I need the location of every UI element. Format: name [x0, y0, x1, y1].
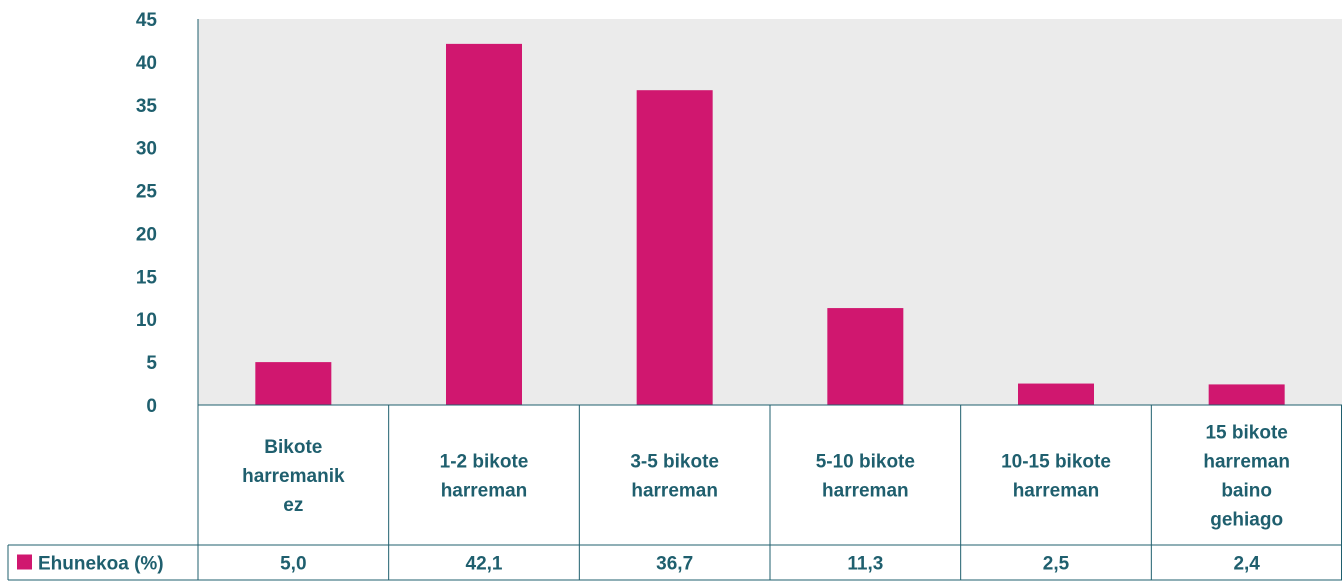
legend-label: Ehunekoa (%) — [38, 554, 164, 575]
y-tick-0: 0 — [146, 396, 157, 417]
bar-1 — [446, 43, 522, 406]
table-value-4: 2,5 — [1043, 554, 1070, 575]
category-label-0: Bikote harremanik ez — [242, 437, 345, 516]
plot-background — [198, 19, 1342, 405]
bars-group — [255, 43, 1285, 406]
bar-3 — [827, 308, 904, 405]
y-tick-15: 15 — [136, 267, 158, 288]
bar-2 — [636, 90, 713, 405]
table-value-1: 42,1 — [466, 554, 503, 575]
y-tick-40: 40 — [136, 53, 157, 74]
category-label-1: 1-2 bikote harreman — [440, 452, 529, 502]
bar-5 — [1208, 384, 1285, 405]
legend-swatch — [17, 554, 32, 570]
category-label-2: 3-5 bikote harreman — [630, 452, 719, 502]
table-value-3: 11,3 — [847, 554, 883, 575]
bar-0 — [255, 362, 332, 405]
data-table: Ehunekoa (%) 5,0 42,1 36,7 11,3 2,5 2,4 — [17, 554, 1260, 575]
y-axis-ticks: 0 5 10 15 20 25 30 35 40 45 — [136, 10, 158, 417]
y-tick-20: 20 — [136, 224, 157, 245]
category-labels: Bikote harremanik ez 1-2 bikote harreman 3-5 … — [242, 423, 1290, 531]
y-tick-35: 35 — [136, 96, 158, 117]
category-label-3: 5-10 bikote harreman — [816, 452, 915, 502]
table-value-0: 5,0 — [280, 554, 306, 575]
bar-4 — [1018, 383, 1094, 405]
category-label-5: 15 bikote harreman baino gehiago — [1203, 423, 1290, 531]
category-label-4: 10-15 bikote harreman — [1001, 452, 1111, 502]
table-value-5: 2,4 — [1233, 554, 1260, 575]
y-tick-10: 10 — [136, 310, 157, 331]
y-tick-45: 45 — [136, 10, 158, 31]
table-value-2: 36,7 — [656, 554, 693, 575]
y-tick-5: 5 — [146, 353, 157, 374]
y-tick-30: 30 — [136, 139, 157, 160]
y-tick-25: 25 — [136, 182, 158, 203]
